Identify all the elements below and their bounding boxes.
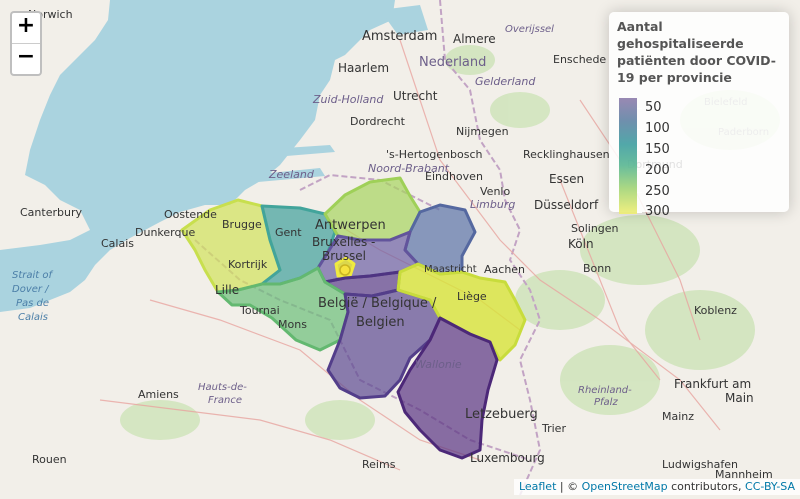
label-bruxelles: Bruxelles - — [312, 235, 375, 249]
label-limburg: Limburg — [470, 198, 515, 211]
zoom-control: + − — [10, 11, 42, 76]
label-brussel: Brussel — [322, 249, 366, 263]
label-antwerpen: Antwerpen — [315, 218, 386, 233]
map-labels: Norwich Amsterdam Haarlem Almere Utrecht… — [12, 8, 773, 481]
estuary — [255, 145, 335, 158]
label-ludwigshafen: Ludwigshafen — [662, 458, 738, 471]
label-reims: Reims — [362, 458, 396, 471]
legend-tick — [637, 192, 642, 193]
legend-label: 150 — [645, 142, 670, 157]
label-strait-4: Calais — [18, 312, 48, 323]
zoom-out-button[interactable]: − — [12, 43, 40, 74]
label-lille: Lille — [215, 283, 239, 297]
label-s-hertogenbosch: 's-Hertogenbosch — [386, 148, 483, 161]
label-koln: Köln — [568, 237, 594, 251]
label-enschede: Enschede — [553, 53, 606, 66]
label-mons: Mons — [278, 318, 307, 331]
label-utrecht: Utrecht — [393, 89, 438, 103]
label-rouen: Rouen — [32, 453, 67, 466]
choropleth — [180, 176, 527, 460]
label-oostende: Oostende — [164, 208, 217, 221]
label-gelderland: Gelderland — [475, 75, 536, 88]
label-canterbury: Canterbury — [20, 206, 82, 219]
attribution-sep: | © — [556, 480, 582, 493]
label-wallonie: Wallonie — [415, 358, 462, 371]
label-strait-1: Strait of — [12, 270, 54, 281]
attribution-contrib: contributors, — [667, 480, 746, 493]
label-zuid-holland: Zuid-Holland — [312, 93, 384, 106]
label-tournai: Tournai — [239, 304, 280, 317]
label-luxembourg: Luxembourg — [470, 451, 545, 465]
legend-tick — [637, 129, 642, 130]
legend-tick — [637, 150, 642, 151]
label-calais: Calais — [101, 237, 134, 250]
legend-tick — [637, 171, 642, 172]
brussels-marker[interactable] — [339, 264, 351, 276]
label-dordrecht: Dordrecht — [350, 115, 406, 128]
label-noord-brabant: Noord-Brabant — [368, 162, 450, 175]
osm-link[interactable]: OpenStreetMap — [581, 480, 668, 493]
label-strait-3: Pas de — [16, 298, 49, 309]
label-amiens: Amiens — [138, 388, 179, 401]
legend-label: 200 — [645, 163, 670, 178]
label-nijmegen: Nijmegen — [456, 125, 509, 138]
label-essen: Essen — [549, 172, 584, 186]
label-hauts-de-france: Hauts-de- — [198, 382, 247, 393]
label-solingen: Solingen — [571, 222, 619, 235]
label-koblenz: Koblenz — [694, 304, 737, 317]
legend-label: 100 — [645, 121, 670, 136]
zoom-in-button[interactable]: + — [16, 13, 36, 38]
label-amsterdam: Amsterdam — [362, 29, 437, 44]
label-recklinghausen: Recklinghausen — [523, 148, 610, 161]
label-overijssel: Overijssel — [505, 24, 554, 35]
lake — [380, 5, 428, 35]
legend: Aantal gehospitaliseerde patiënten door … — [609, 12, 789, 219]
label-almere: Almere — [453, 32, 496, 46]
label-bonn: Bonn — [583, 262, 611, 275]
label-kortrijk: Kortrijk — [228, 258, 268, 271]
legend-title: Aantal gehospitaliseerde patiënten door … — [617, 19, 776, 85]
label-brugge: Brugge — [222, 218, 262, 231]
label-strait-2: Dover / — [12, 284, 50, 295]
label-rheinland-pfalz-2: Pfalz — [594, 397, 618, 408]
label-venlo: Venlo — [480, 185, 510, 198]
license-link[interactable]: CC-BY-SA — [745, 480, 795, 493]
estuary — [250, 168, 325, 182]
label-mannheim: Mannheim — [715, 468, 773, 481]
leaflet-link[interactable]: Leaflet — [518, 480, 557, 493]
label-aachen: Aachen — [484, 263, 525, 276]
legend-label: 300 — [645, 204, 670, 219]
label-mainz: Mainz — [662, 410, 694, 423]
label-rheinland-pfalz: Rheinland- — [578, 385, 632, 396]
legend-tick — [637, 212, 642, 213]
legend-label: 250 — [645, 184, 670, 199]
label-frankfurt-2: Main — [725, 391, 754, 405]
attribution: Leaflet | © OpenStreetMap contributors, … — [513, 479, 800, 495]
province-luxemburg[interactable] — [396, 316, 499, 460]
legend-color-bar — [619, 98, 637, 214]
label-maastricht: Maastricht — [424, 264, 477, 275]
label-dusseldorf: Düsseldorf — [534, 198, 599, 212]
label-liege: Liège — [457, 290, 487, 303]
label-nederland: Nederland — [419, 55, 486, 70]
label-trier: Trier — [541, 422, 566, 435]
legend-tick — [637, 108, 642, 109]
legend-scale: 50 100 150 200 250 300 — [617, 98, 781, 219]
label-belgie: België / Belgique / — [318, 296, 437, 311]
label-frankfurt: Frankfurt am — [674, 377, 751, 391]
label-haarlem: Haarlem — [338, 61, 389, 75]
legend-label: 50 — [645, 100, 662, 115]
label-letzebuerg: Letzebuerg — [465, 407, 538, 422]
label-dunkerque: Dunkerque — [135, 226, 195, 239]
sea — [0, 0, 395, 312]
label-gent: Gent — [275, 226, 302, 239]
label-zeeland: Zeeland — [268, 168, 315, 181]
label-eindhoven: Eindhoven — [425, 170, 483, 183]
label-hauts-de-france-2: France — [208, 395, 242, 406]
label-belgien: Belgien — [356, 315, 405, 330]
